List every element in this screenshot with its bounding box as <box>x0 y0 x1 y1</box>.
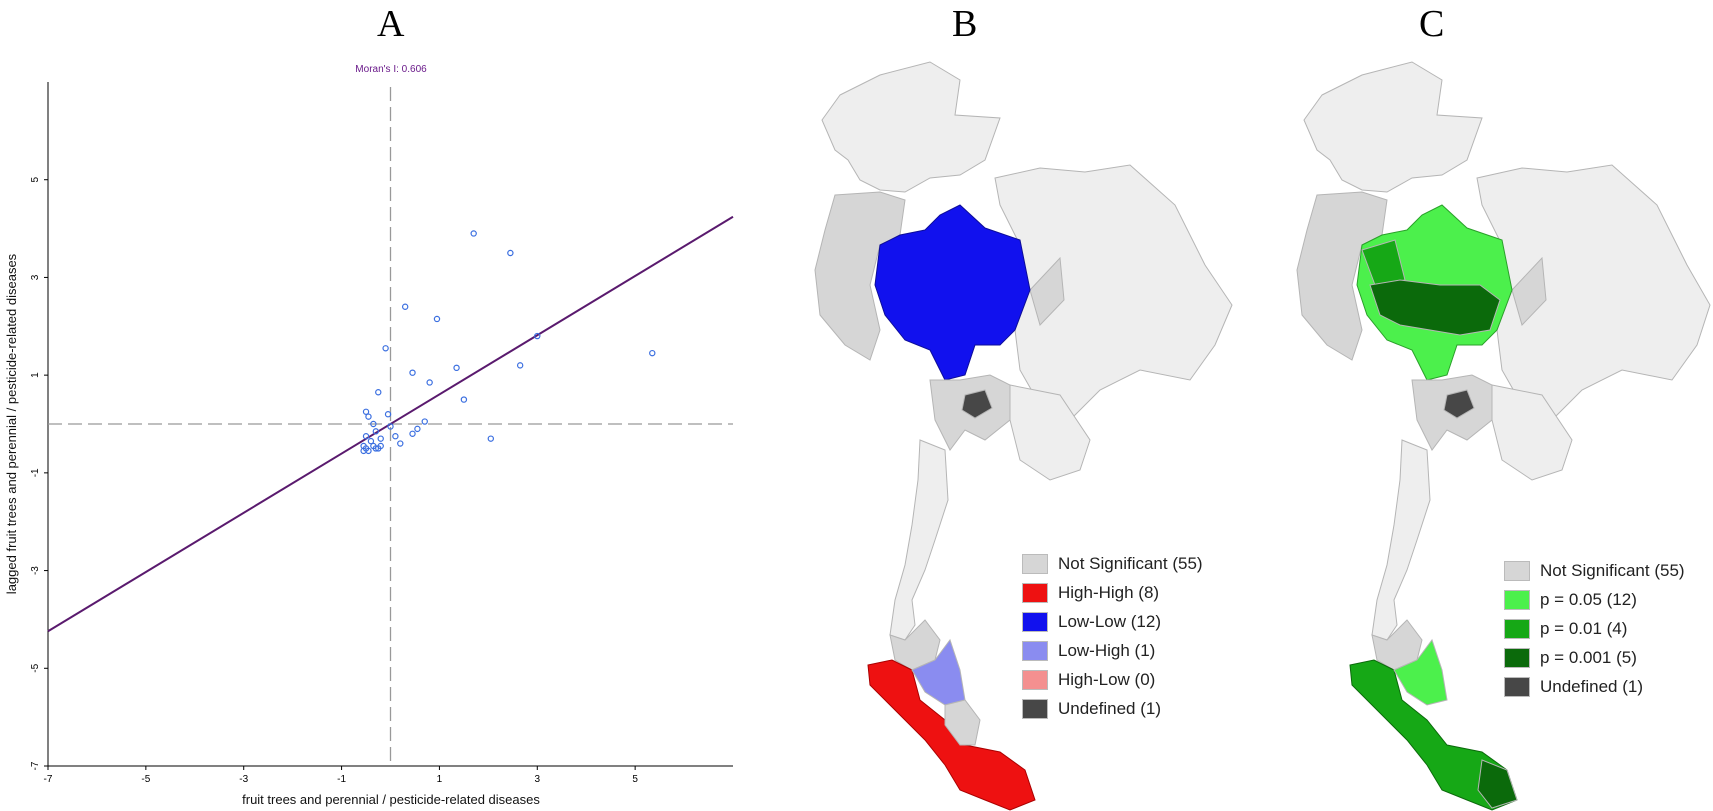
data-point <box>387 423 394 430</box>
data-point <box>516 362 524 369</box>
legend-b: Not Significant (55) High-High (8) Low-L… <box>1022 549 1203 723</box>
data-point <box>426 379 433 386</box>
legend-swatch <box>1022 640 1048 661</box>
chart-title: Moran's I: 0.606 <box>355 64 427 75</box>
data-point <box>409 369 416 376</box>
x-tick-label: 1 <box>437 774 443 785</box>
legend-label: Not Significant (55) <box>1540 560 1685 580</box>
legend-swatch <box>1022 582 1048 603</box>
y-tick-label: 1 <box>30 372 41 378</box>
data-point <box>382 345 389 352</box>
legend-label: p = 0.01 (4) <box>1540 618 1628 638</box>
legend-swatch <box>1022 698 1048 719</box>
legend-item: High-Low (0) <box>1022 665 1203 694</box>
legend-item: Low-Low (12) <box>1022 607 1203 636</box>
y-tick-label: -5 <box>30 663 41 672</box>
x-tick-label: 3 <box>535 774 541 785</box>
data-point <box>453 364 460 372</box>
data-point <box>362 408 370 415</box>
legend-item: High-High (8) <box>1022 578 1203 607</box>
legend-c: Not Significant (55) p = 0.05 (12) p = 0… <box>1504 556 1685 701</box>
data-point <box>372 445 380 452</box>
data-point <box>377 442 384 450</box>
panel-label-b: B <box>952 3 978 45</box>
legend-swatch <box>1022 553 1048 574</box>
legend-label: Low-Low (12) <box>1058 611 1161 631</box>
country-map-c <box>1296 61 1711 811</box>
x-tick-label: -5 <box>141 774 150 785</box>
x-axis-label: fruit trees and perennial / pesticide-re… <box>242 792 540 807</box>
legend-label: Not Significant (55) <box>1058 553 1203 573</box>
legend-label: Undefined (1) <box>1058 698 1162 718</box>
data-point <box>401 303 409 310</box>
data-point <box>487 435 495 442</box>
data-point <box>375 389 382 396</box>
data-point <box>534 332 541 340</box>
legend-label: p = 0.001 (5) <box>1540 647 1637 667</box>
x-tick-label: -7 <box>44 774 53 785</box>
x-tick-label: -1 <box>337 774 346 785</box>
legend-item: Not Significant (55) <box>1504 556 1685 585</box>
data-point <box>433 315 441 323</box>
y-tick-label: -3 <box>30 566 41 575</box>
data-point <box>421 418 428 425</box>
legend-label: High-High (8) <box>1058 582 1160 602</box>
y-tick-label: -1 <box>30 468 41 477</box>
legend-swatch <box>1504 560 1530 581</box>
legend-item: Undefined (1) <box>1022 694 1203 723</box>
data-point <box>384 411 392 418</box>
panel-label-c: C <box>1419 3 1445 45</box>
legend-swatch <box>1504 618 1530 639</box>
legend-item: p = 0.05 (12) <box>1504 585 1685 614</box>
legend-item: Not Significant (55) <box>1022 549 1203 578</box>
legend-swatch <box>1022 611 1048 632</box>
y-tick-label: 3 <box>30 274 41 280</box>
data-point <box>507 249 514 257</box>
data-point <box>414 425 421 433</box>
country-map-b <box>814 61 1233 811</box>
legend-swatch <box>1504 647 1530 668</box>
legend-item: Undefined (1) <box>1504 672 1685 701</box>
data-point <box>649 349 656 357</box>
data-point <box>367 437 375 445</box>
legend-label: p = 0.05 (12) <box>1540 589 1637 609</box>
data-point <box>365 447 372 455</box>
data-point <box>460 396 468 403</box>
panel-label-a: A <box>377 3 405 45</box>
legend-swatch <box>1504 676 1530 697</box>
y-tick-label: -7 <box>30 761 41 770</box>
y-axis-label: lagged fruit trees and perennial / pesti… <box>4 253 19 594</box>
data-point <box>372 428 380 435</box>
legend-item: p = 0.001 (5) <box>1504 643 1685 672</box>
data-point <box>409 430 416 437</box>
legend-swatch <box>1504 589 1530 610</box>
data-point <box>392 433 399 440</box>
data-point <box>370 420 377 428</box>
data-point <box>377 435 384 442</box>
y-tick-label: 5 <box>30 176 41 182</box>
legend-item: Low-High (1) <box>1022 636 1203 665</box>
x-tick-label: -3 <box>239 774 248 785</box>
data-point <box>470 230 477 237</box>
data-point <box>362 433 370 440</box>
legend-label: Undefined (1) <box>1540 676 1644 696</box>
legend-label: Low-High (1) <box>1058 640 1156 660</box>
legend-label: High-Low (0) <box>1058 669 1156 689</box>
legend-swatch <box>1022 669 1048 690</box>
legend-item: p = 0.01 (4) <box>1504 614 1685 643</box>
data-point <box>397 440 404 447</box>
x-tick-label: 5 <box>632 774 638 785</box>
data-point <box>365 413 372 420</box>
